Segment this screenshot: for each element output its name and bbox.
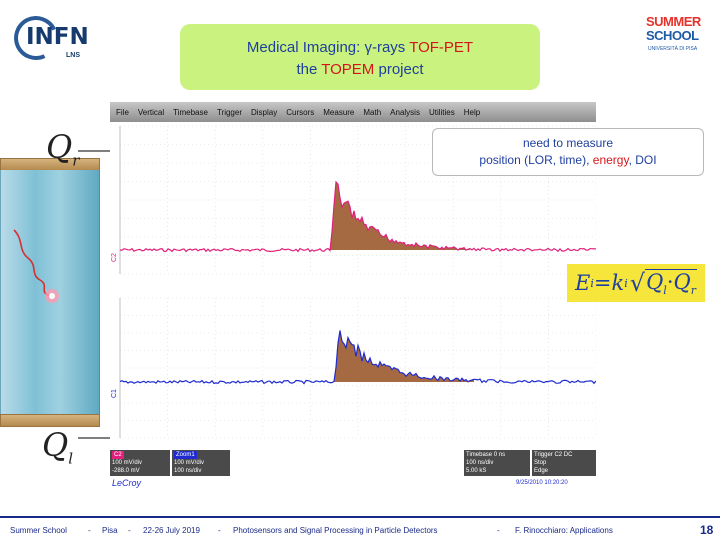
top-trace (119, 180, 596, 253)
footer-separator: - (88, 526, 91, 535)
bottom-trace (119, 330, 596, 385)
channel-top-box: C2 100 mV/div -288.0 mV (110, 450, 170, 476)
scope-menu-item-display: Display (251, 107, 278, 117)
footer-separator: - (128, 526, 131, 535)
scope-timestamp: 9/25/2010 10:20:20 (516, 480, 568, 486)
q-left-label: Ql (42, 426, 74, 468)
footer-divider (0, 516, 720, 518)
title-highlight: TOF-PET (409, 39, 474, 56)
title-text: project (374, 61, 424, 78)
slide-title: Medical Imaging: γ-rays TOF-PET the TOPE… (180, 24, 540, 90)
scope-menu-item-math: Math (363, 107, 382, 117)
channel-top-label: C2 (111, 253, 118, 262)
school-logo-line2: SCHOOL (646, 28, 699, 43)
channel-bottom-label: C1 (111, 389, 118, 398)
footer-place: Pisa (102, 526, 118, 535)
footer-topic: Photosensors and Signal Processing in Pa… (233, 526, 438, 535)
slide-footer: Summer School - Pisa - 22-26 July 2019 -… (0, 520, 720, 540)
scope-menu-item-measure: Measure (323, 107, 355, 117)
measurement-callout: need to measure position (LOR, time), en… (432, 128, 704, 176)
scope-menu-item-vertical: Vertical (137, 107, 165, 117)
title-highlight: TOPEM (321, 61, 375, 78)
scope-status-bar: C2 100 mV/div -288.0 mV Zoom1 100 mV/div… (110, 448, 596, 494)
infn-logo-name: INFN (26, 24, 89, 50)
top-pulse-fill (330, 182, 470, 251)
footer-separator: - (218, 526, 221, 535)
scintillator-crystal (0, 158, 100, 428)
scope-menu-item-timebase: Timebase (173, 107, 208, 117)
gamma-ray-icon (13, 229, 59, 303)
scope-menu-item-help: Help (463, 107, 481, 117)
infn-logo: INFN LNS (7, 9, 102, 67)
scope-menu-bar: File Vertical Timebase Trigger Display Cursor… (110, 102, 596, 122)
timebase-box: Timebase 0 ns 100 ns/div 5.00 kS (464, 450, 530, 476)
title-line1: Medical Imaging: γ-rays TOF-PET (180, 37, 540, 59)
title-line2: the TOPEM project (180, 59, 540, 81)
footer-author: F. Rinocchiaro: Applications (515, 526, 613, 535)
scope-menu-item-analysis: Analysis (390, 107, 420, 117)
sqrt-icon: √ (629, 269, 646, 297)
footer-school: Summer School (10, 526, 67, 535)
summer-school-logo: SUMMER SCHOOL UNIVERSITÀ DI PISA (644, 12, 708, 58)
page-number: 18 (700, 523, 714, 537)
callout-line1: need to measure (522, 136, 614, 150)
scope-menu-item-utilities: Utilities (428, 107, 455, 117)
trigger-box: Trigger C2 DC Stop Edge (532, 450, 596, 476)
footer-separator: - (497, 526, 500, 535)
title-text: the (296, 61, 322, 78)
scope-menu-item-file: File (116, 107, 129, 117)
channel-bottom-box: Zoom1 100 mV/div 100 ns/div (172, 450, 230, 476)
scope-brand: LeCroy (112, 478, 142, 488)
bottom-pulse-fill (334, 330, 474, 382)
title-gamma: γ (364, 39, 372, 56)
callout-line2: position (LOR, time), energy, DOI (479, 153, 657, 167)
school-logo-line3: UNIVERSITÀ DI PISA (648, 46, 698, 52)
title-text: -rays (371, 39, 410, 56)
footer-dates: 22-26 July 2019 (143, 526, 200, 535)
scope-menu-item-trigger: Trigger (216, 107, 242, 117)
infn-logo-sub: LNS (66, 52, 80, 59)
q-right-label: Qr (46, 128, 80, 170)
title-text: Medical Imaging: (246, 39, 365, 56)
crystal-bottom-cap (0, 414, 100, 427)
scope-menu-item-cursors: Cursors (286, 107, 315, 117)
school-logo-line1: SUMMER (646, 14, 701, 29)
